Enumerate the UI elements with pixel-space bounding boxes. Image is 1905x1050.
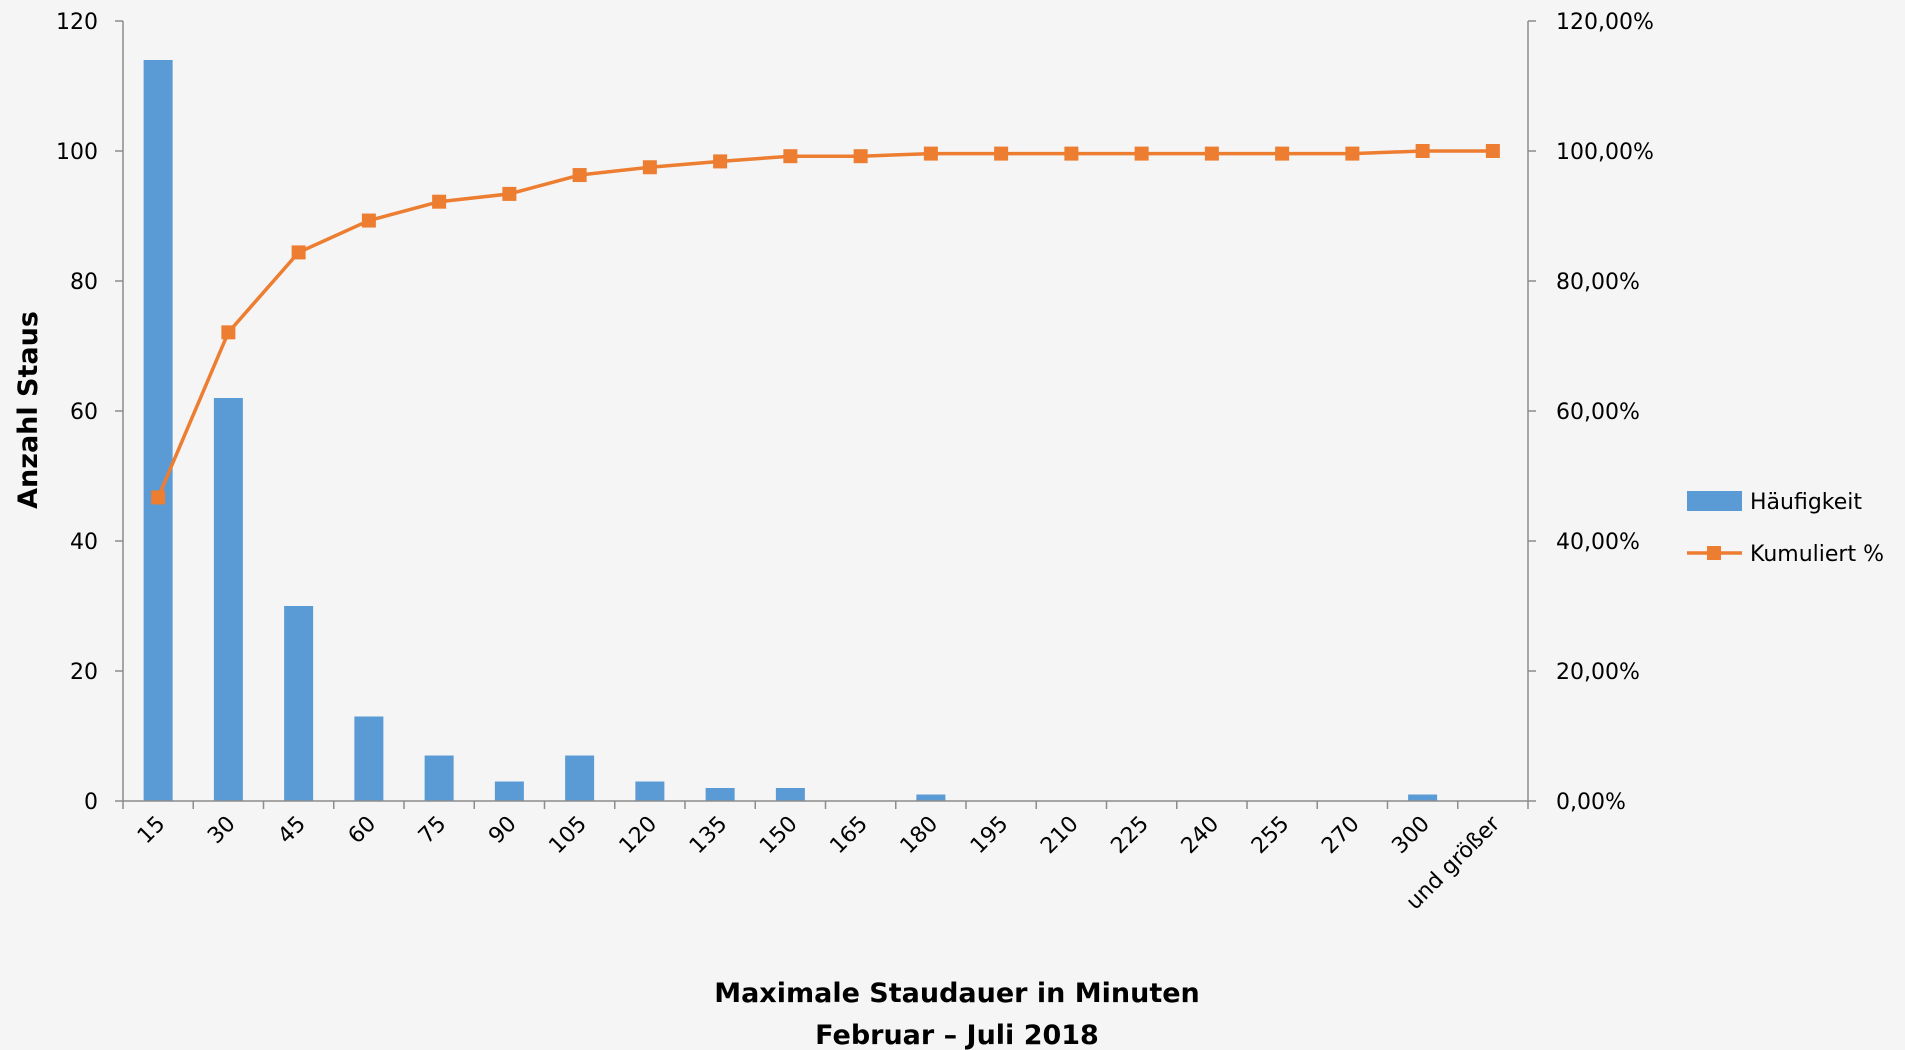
x-tick-label: 90 xyxy=(484,812,521,849)
cumulative-marker xyxy=(1204,146,1219,161)
cumulative-marker xyxy=(1345,146,1360,161)
bar xyxy=(916,794,946,801)
y-tick-label: 0 xyxy=(84,790,98,815)
bar xyxy=(705,788,735,801)
x-tick-label: 60 xyxy=(344,812,381,849)
cumulative-marker xyxy=(1134,146,1149,161)
bar xyxy=(1408,794,1438,801)
y-tick-label: 100 xyxy=(56,140,98,165)
y2-tick-label: 40,00% xyxy=(1556,530,1640,555)
cumulative-marker xyxy=(1415,144,1430,158)
cumulative-marker xyxy=(642,160,657,175)
cumulative-marker xyxy=(1485,144,1500,158)
x-tick-label: 300 xyxy=(1387,812,1434,859)
bar xyxy=(635,781,665,801)
cumulative-marker xyxy=(502,186,517,201)
y2-tick-label: 100,00% xyxy=(1556,140,1654,165)
x-tick-label: 150 xyxy=(755,812,802,859)
y2-tick-label: 60,00% xyxy=(1556,400,1640,425)
y-tick-label: 80 xyxy=(70,270,98,295)
cumulative-marker xyxy=(713,154,728,169)
axes-layer xyxy=(115,20,1536,809)
x-tick-label: 255 xyxy=(1247,812,1294,859)
y-axis-title: Anzahl Staus xyxy=(13,311,44,509)
cumulative-marker xyxy=(291,245,306,260)
x-axis-subtitle: Februar – Juli 2018 xyxy=(815,1020,1099,1050)
x-tick-label: 75 xyxy=(414,812,451,849)
legend-label-haeufigkeit: Häufigkeit xyxy=(1750,490,1862,515)
x-tick-label: 120 xyxy=(615,812,662,859)
cumulative-marker xyxy=(361,213,376,228)
cumulative-marker xyxy=(923,146,938,161)
x-tick-label: 180 xyxy=(896,812,943,859)
y-tick-label: 20 xyxy=(70,660,98,685)
y2-tick-label: 80,00% xyxy=(1556,270,1640,295)
x-tick-label: 240 xyxy=(1177,812,1224,859)
x-tick-label: 195 xyxy=(966,812,1013,859)
x-tick-label: 30 xyxy=(203,812,240,849)
legend-swatch-haeufigkeit xyxy=(1687,491,1742,511)
bar xyxy=(775,788,805,801)
y2-tick-label: 20,00% xyxy=(1556,660,1640,685)
x-tick-label: 45 xyxy=(273,812,310,849)
cumulative-marker xyxy=(572,168,587,183)
cumulative-marker xyxy=(1064,146,1079,161)
x-tick-label: 15 xyxy=(133,812,170,849)
cumulative-line xyxy=(156,149,1493,499)
y-tick-label: 120 xyxy=(56,10,98,35)
x-tick-label: 210 xyxy=(1036,812,1083,859)
x-tick-label: 270 xyxy=(1317,812,1364,859)
y-tick-label: 60 xyxy=(70,400,98,425)
legend: Häufigkeit Kumuliert % xyxy=(1687,490,1884,567)
bar xyxy=(424,755,454,801)
legend-label-kumuliert: Kumuliert % xyxy=(1750,542,1884,567)
line-layer xyxy=(151,144,1500,505)
y-tick-label: 40 xyxy=(70,530,98,555)
x-tick-label: 105 xyxy=(544,812,591,859)
cumulative-marker xyxy=(853,149,868,164)
cumulative-marker xyxy=(432,194,447,209)
x-tick-label: 165 xyxy=(825,812,872,859)
cumulative-marker xyxy=(783,149,798,164)
bar xyxy=(284,606,314,801)
bar xyxy=(354,716,384,801)
x-tick-label: 225 xyxy=(1106,812,1153,859)
bars-layer xyxy=(143,60,1438,801)
cumulative-marker xyxy=(1275,146,1290,161)
cumulative-marker xyxy=(151,490,166,505)
y2-tick-label: 0,00% xyxy=(1556,790,1626,815)
cumulative-marker xyxy=(221,325,236,340)
bar xyxy=(565,755,595,801)
y2-tick-label: 120,00% xyxy=(1556,10,1654,35)
bar xyxy=(494,781,524,801)
x-axis-title: Maximale Staudauer in Minuten xyxy=(714,978,1200,1009)
x-tick-label: 135 xyxy=(685,812,732,859)
bar xyxy=(143,60,173,801)
bar xyxy=(213,398,243,801)
legend-marker-kumuliert xyxy=(1707,546,1721,560)
cumulative-marker xyxy=(994,146,1009,161)
